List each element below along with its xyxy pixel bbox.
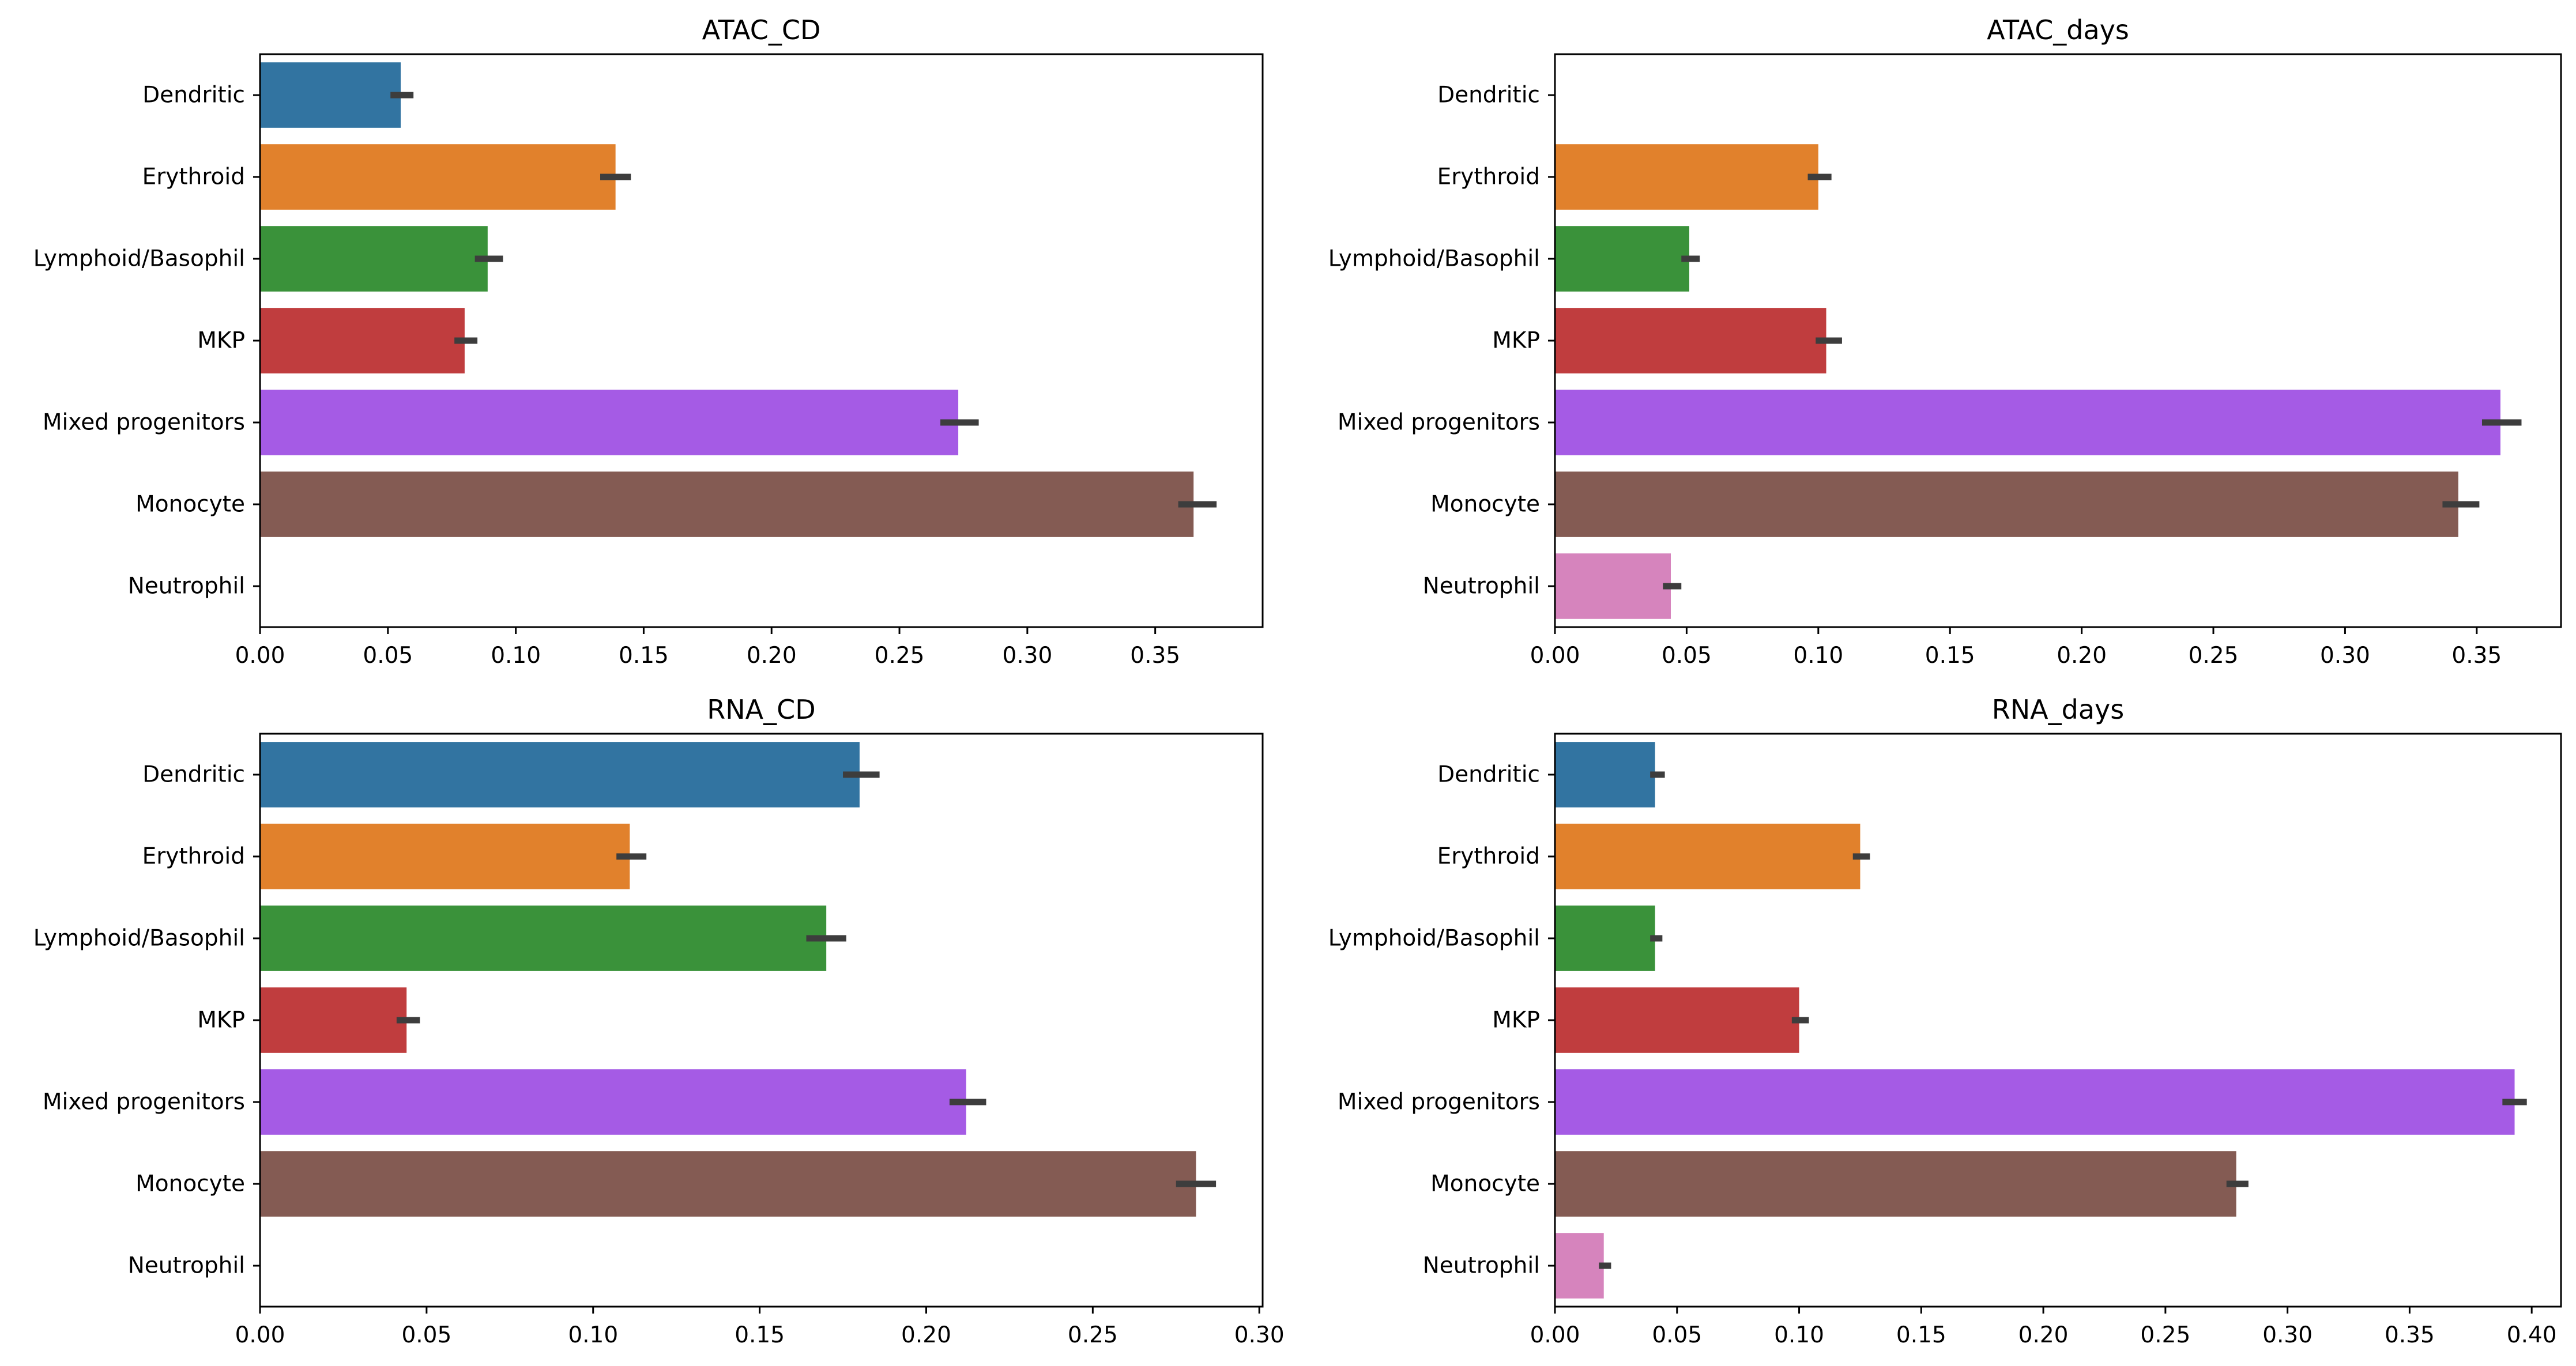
x-tick-label: 0.00 <box>1530 643 1580 669</box>
bar-mkp <box>1555 308 1826 373</box>
category-label-neutrophil: Neutrophil <box>128 1253 245 1279</box>
x-tick-label: 0.30 <box>2262 1322 2313 1348</box>
bar-lymphoid-basophil <box>260 905 827 971</box>
category-label-lymphoid-basophil: Lymphoid/Basophil <box>33 246 245 272</box>
panel-atac-cd: Dendritic Erythroid Lymphoid/Basophil MKP Mi… <box>33 14 1264 669</box>
category-label-neutrophil: Neutrophil <box>1423 1253 1540 1279</box>
x-tick-label: 0.05 <box>363 643 413 669</box>
chart-title: RNA_days <box>1992 694 2124 725</box>
x-tick-label: 0.10 <box>1793 643 1843 669</box>
panel-atac-days: Dendritic Erythroid Lymphoid/Basophil MKP Mi… <box>1328 14 2562 669</box>
bar-dendritic <box>260 742 860 807</box>
plot-frame <box>259 53 1264 628</box>
plot-frame <box>259 733 1264 1308</box>
bar-mkp <box>260 987 407 1053</box>
bar-mixed-progenitors <box>1555 390 2500 455</box>
bar-neutrophil <box>1555 1233 1604 1299</box>
bar-lymphoid-basophil <box>1555 226 1689 292</box>
chart-title: ATAC_CD <box>702 14 821 46</box>
category-label-mixed-progenitors: Mixed progenitors <box>43 410 245 436</box>
category-label-dendritic: Dendritic <box>1437 82 1540 108</box>
bar-erythroid <box>260 824 630 889</box>
category-label-mkp: MKP <box>1492 328 1540 354</box>
x-tick-label: 0.30 <box>1234 1322 1285 1348</box>
x-tick-label: 0.00 <box>235 643 285 669</box>
x-tick-label: 0.15 <box>619 643 669 669</box>
x-tick-label: 0.15 <box>735 1322 785 1348</box>
x-tick-label: 0.20 <box>2057 643 2107 669</box>
category-label-dendritic: Dendritic <box>142 82 245 108</box>
category-label-erythroid: Erythroid <box>1437 844 1540 870</box>
x-tick-label: 0.20 <box>747 643 797 669</box>
bar-mkp <box>260 308 465 373</box>
x-tick-label: 0.15 <box>1896 1322 1946 1348</box>
x-tick-label: 0.30 <box>1002 643 1052 669</box>
panel-rna-days: Dendritic Erythroid Lymphoid/Basophil MKP Mi… <box>1328 694 2562 1348</box>
x-tick-label: 0.10 <box>491 643 541 669</box>
category-label-dendritic: Dendritic <box>142 762 245 788</box>
category-label-mkp: MKP <box>1492 1007 1540 1033</box>
x-tick-label: 0.25 <box>1068 1322 1118 1348</box>
category-label-erythroid: Erythroid <box>142 164 245 190</box>
bar-neutrophil <box>1555 553 1671 619</box>
bar-monocyte <box>1555 1151 2236 1217</box>
chart-title: ATAC_days <box>1987 14 2129 46</box>
x-tick-label: 0.20 <box>901 1322 951 1348</box>
bar-dendritic <box>260 62 401 128</box>
category-label-mkp: MKP <box>197 328 245 354</box>
x-tick-label: 0.25 <box>2140 1322 2190 1348</box>
x-tick-label: 0.15 <box>1925 643 1975 669</box>
bar-lymphoid-basophil <box>1555 905 1655 971</box>
x-tick-label: 0.05 <box>401 1322 451 1348</box>
category-label-neutrophil: Neutrophil <box>128 573 245 599</box>
category-label-lymphoid-basophil: Lymphoid/Basophil <box>1328 246 1540 272</box>
category-label-lymphoid-basophil: Lymphoid/Basophil <box>1328 926 1540 952</box>
bar-monocyte <box>260 471 1194 537</box>
panel-rna-cd: Dendritic Erythroid Lymphoid/Basophil MKP Mi… <box>33 694 1285 1348</box>
x-tick-label: 0.35 <box>2385 1322 2435 1348</box>
bar-lymphoid-basophil <box>260 226 488 292</box>
x-tick-label: 0.10 <box>568 1322 618 1348</box>
bar-mixed-progenitors <box>260 390 959 455</box>
category-label-dendritic: Dendritic <box>1437 762 1540 788</box>
category-label-mixed-progenitors: Mixed progenitors <box>1338 410 1540 436</box>
bar-dendritic <box>1555 742 1655 807</box>
x-tick-label: 0.20 <box>2018 1322 2069 1348</box>
bar-erythroid <box>1555 824 1861 889</box>
bar-mixed-progenitors <box>1555 1069 2515 1135</box>
category-label-erythroid: Erythroid <box>142 844 245 870</box>
category-label-lymphoid-basophil: Lymphoid/Basophil <box>33 926 245 952</box>
x-tick-label: 0.35 <box>1130 643 1180 669</box>
bar-mixed-progenitors <box>260 1069 966 1135</box>
category-label-monocyte: Monocyte <box>135 492 245 518</box>
category-label-monocyte: Monocyte <box>135 1171 245 1197</box>
bar-erythroid <box>260 144 616 210</box>
x-tick-label: 0.25 <box>875 643 925 669</box>
category-label-mixed-progenitors: Mixed progenitors <box>43 1089 245 1115</box>
bar-monocyte <box>260 1151 1196 1217</box>
x-tick-label: 0.05 <box>1662 643 1712 669</box>
x-tick-label: 0.35 <box>2451 643 2502 669</box>
plot-frame <box>1554 733 2562 1308</box>
category-label-mkp: MKP <box>197 1007 245 1033</box>
category-label-mixed-progenitors: Mixed progenitors <box>1338 1089 1540 1115</box>
chart-title: RNA_CD <box>707 694 815 725</box>
bar-erythroid <box>1555 144 1818 210</box>
x-tick-label: 0.40 <box>2507 1322 2557 1348</box>
category-label-erythroid: Erythroid <box>1437 164 1540 190</box>
category-label-monocyte: Monocyte <box>1430 1171 1540 1197</box>
x-tick-label: 0.05 <box>1652 1322 1702 1348</box>
bar-mkp <box>1555 987 1799 1053</box>
x-tick-label: 0.30 <box>2320 643 2370 669</box>
plot-frame <box>1554 53 2562 628</box>
category-label-neutrophil: Neutrophil <box>1423 573 1540 599</box>
bar-monocyte <box>1555 471 2458 537</box>
x-tick-label: 0.25 <box>2189 643 2239 669</box>
x-tick-label: 0.10 <box>1774 1322 1824 1348</box>
category-label-monocyte: Monocyte <box>1430 492 1540 518</box>
x-tick-label: 0.00 <box>235 1322 285 1348</box>
x-tick-label: 0.00 <box>1530 1322 1580 1348</box>
